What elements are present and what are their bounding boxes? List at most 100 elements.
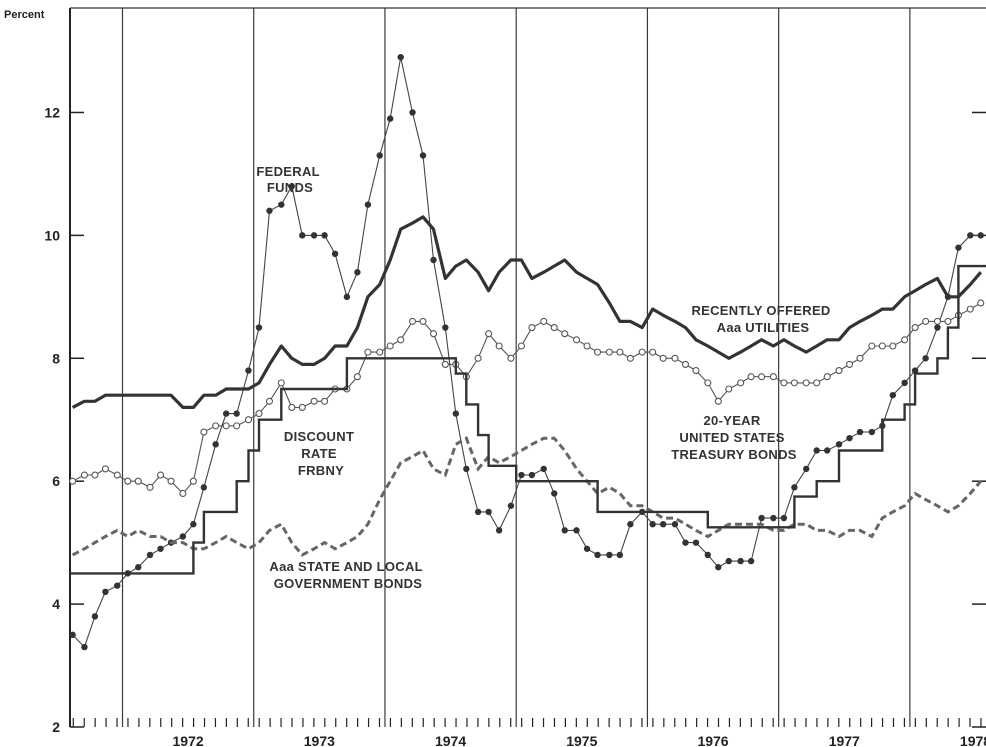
federal-funds-point — [266, 207, 273, 214]
federal-funds-point — [977, 232, 984, 239]
federal-funds-point — [409, 109, 416, 116]
treasury-point — [889, 342, 897, 350]
federal-funds-point — [331, 250, 339, 258]
treasury-point — [758, 373, 766, 381]
federal-funds-point — [824, 447, 831, 454]
federal-funds-point — [518, 471, 525, 479]
treasury-point — [517, 342, 525, 350]
federal-funds-point — [561, 527, 568, 534]
federal-funds-point — [495, 527, 503, 534]
federal-funds-point — [474, 508, 482, 516]
federal-funds-point — [255, 324, 263, 331]
federal-funds-point — [594, 551, 601, 559]
federal-funds-point — [288, 183, 295, 190]
discount-rate-label: DISCOUNT RATE FRBNY — [284, 429, 358, 478]
x-tick-label: 1974 — [435, 733, 466, 747]
x-tick-label: 1972 — [173, 733, 204, 747]
series-4 — [70, 264, 986, 575]
series-1 — [71, 215, 983, 409]
treasury-point — [277, 379, 285, 387]
federal-funds-point — [911, 367, 919, 374]
federal-funds-point — [222, 410, 230, 417]
treasury-point — [933, 317, 941, 325]
x-tick-label: 1976 — [697, 733, 728, 747]
treasury-point — [485, 330, 493, 338]
federal-funds-point — [245, 367, 252, 374]
treasury-point — [790, 379, 798, 387]
treasury-point — [212, 422, 220, 430]
treasury-point — [616, 348, 624, 356]
treasury-point — [823, 373, 831, 381]
axes: 2 4 6 8 10 12 1972 1973 1974 1975 1976 1977 1978 — [44, 7, 986, 747]
y-tick-label: 2 — [52, 719, 60, 735]
treasury-point — [878, 342, 886, 350]
federal-funds-point — [551, 490, 558, 497]
federal-funds-point — [69, 631, 76, 639]
treasury-point — [605, 348, 613, 356]
treasury-point — [255, 410, 263, 418]
treasury-point — [146, 483, 154, 491]
treasury-point — [429, 330, 438, 338]
federal-funds-point — [343, 293, 351, 301]
federal-funds-point — [91, 613, 99, 620]
treasury-point — [540, 317, 548, 325]
x-tick-label: 1978 — [960, 733, 986, 747]
federal-funds-point — [583, 545, 591, 552]
federal-funds-point — [704, 551, 711, 559]
treasury-point — [310, 397, 318, 405]
federal-funds-point — [299, 232, 306, 239]
treasury-point — [507, 354, 515, 362]
federal-funds-point — [507, 502, 515, 509]
federal-funds-point — [452, 410, 460, 417]
treasury-point — [626, 354, 634, 362]
federal-funds-point — [114, 582, 121, 589]
federal-funds-point — [540, 465, 547, 473]
federal-funds-point — [157, 545, 164, 552]
treasury-point — [233, 422, 241, 430]
federal-funds-point — [725, 557, 732, 565]
treasury-point — [80, 471, 88, 479]
federal-funds-point — [770, 514, 777, 522]
y-tick-label: 4 — [52, 596, 60, 612]
treasury-point — [780, 379, 788, 387]
treasury-point — [638, 348, 646, 356]
federal-funds-point — [780, 514, 788, 522]
treasury-point — [397, 336, 405, 344]
discount-rate-line — [70, 264, 986, 575]
treasury-point — [704, 379, 712, 387]
treasury-point — [659, 354, 667, 362]
state-local-line — [71, 436, 982, 557]
federal-funds-point — [627, 521, 634, 528]
treasury-point — [692, 367, 700, 375]
federal-funds-point — [233, 410, 240, 417]
federal-funds-point — [813, 447, 820, 454]
treasury-point — [441, 360, 449, 368]
treasury-point — [419, 317, 427, 325]
y-tick-label: 10 — [44, 227, 60, 243]
treasury-point — [364, 348, 372, 356]
federal-funds-point — [803, 465, 810, 473]
federal-funds-point — [846, 434, 853, 442]
treasury-point — [288, 403, 296, 411]
treasury-point — [376, 348, 384, 356]
treasury-point — [725, 385, 733, 393]
treasury-point — [550, 324, 558, 332]
federal-funds-point — [190, 521, 197, 528]
treasury-point — [681, 360, 690, 368]
federal-funds-point — [835, 441, 843, 448]
federal-funds-line — [72, 57, 981, 649]
federal-funds-point — [528, 471, 536, 479]
federal-funds-point — [146, 551, 154, 559]
federal-funds-point — [376, 152, 383, 159]
federal-funds-point — [616, 551, 624, 559]
treasury-point — [977, 299, 985, 307]
gridlines — [121, 8, 911, 727]
utilities-line — [71, 215, 983, 409]
treasury-point — [966, 305, 974, 313]
treasury-point — [124, 477, 132, 485]
federal-funds-point — [200, 484, 208, 491]
federal-funds-point — [671, 521, 679, 528]
federal-funds-point — [463, 465, 470, 473]
treasury-point — [113, 471, 121, 479]
federal-funds-point — [692, 539, 700, 546]
